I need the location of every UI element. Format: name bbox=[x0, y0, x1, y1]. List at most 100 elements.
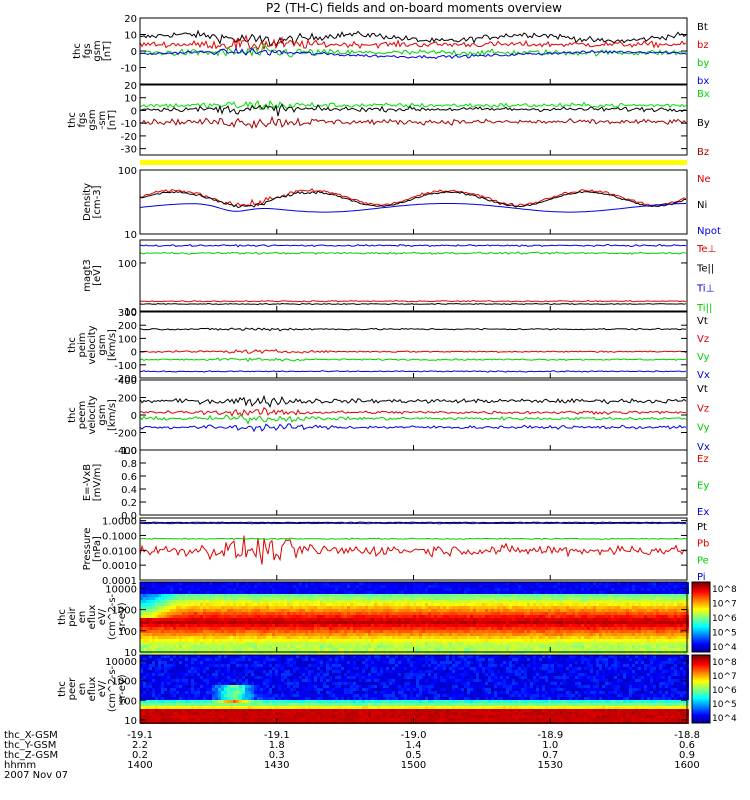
heatmap-cell bbox=[422, 588, 425, 591]
heatmap-cell bbox=[524, 600, 527, 603]
heatmap-cell bbox=[512, 636, 515, 639]
heatmap-cell bbox=[569, 591, 572, 594]
y-axis-label: E=-VxB bbox=[82, 464, 93, 501]
heatmap-cell bbox=[527, 642, 530, 645]
heatmap-cell bbox=[311, 615, 314, 618]
heatmap-cell bbox=[314, 603, 317, 606]
heatmap-cell bbox=[653, 627, 656, 630]
heatmap-cell bbox=[152, 636, 155, 639]
heatmap-cell bbox=[677, 633, 680, 636]
heatmap-cell bbox=[323, 639, 326, 642]
y-tick-label: 0.0001 bbox=[102, 576, 137, 587]
heatmap-cell bbox=[428, 636, 431, 639]
heatmap-cell bbox=[512, 633, 515, 636]
heatmap-cell bbox=[251, 591, 254, 594]
heatmap-cell bbox=[677, 597, 680, 600]
heatmap-cell bbox=[404, 582, 407, 585]
heatmap-cell bbox=[380, 588, 383, 591]
heatmap-cell bbox=[149, 718, 152, 721]
heatmap-cell bbox=[485, 612, 488, 615]
heatmap-cell bbox=[146, 682, 149, 685]
heatmap-cell bbox=[452, 597, 455, 600]
heatmap-cell bbox=[176, 661, 179, 664]
heatmap-cell bbox=[566, 600, 569, 603]
heatmap-cell bbox=[245, 603, 248, 606]
heatmap-cell bbox=[641, 603, 644, 606]
heatmap-cell bbox=[623, 603, 626, 606]
heatmap-cell bbox=[431, 630, 434, 633]
heatmap-cell bbox=[218, 615, 221, 618]
heatmap-cell bbox=[263, 648, 266, 651]
heatmap-cell bbox=[602, 612, 605, 615]
heatmap-cell bbox=[551, 630, 554, 633]
heatmap-cell bbox=[539, 639, 542, 642]
heatmap-cell bbox=[650, 597, 653, 600]
heatmap-cell bbox=[560, 597, 563, 600]
heatmap-cell bbox=[206, 645, 209, 648]
colorbar-segment bbox=[692, 650, 710, 653]
heatmap-cell bbox=[314, 585, 317, 588]
heatmap-cell bbox=[524, 585, 527, 588]
heatmap-cell bbox=[662, 618, 665, 621]
heatmap-cell bbox=[311, 591, 314, 594]
heatmap-cell bbox=[398, 618, 401, 621]
heatmap-cell bbox=[194, 582, 197, 585]
heatmap-cell bbox=[158, 588, 161, 591]
heatmap-cell bbox=[536, 618, 539, 621]
heatmap-cell bbox=[635, 585, 638, 588]
heatmap-cell bbox=[410, 624, 413, 627]
heatmap-cell bbox=[170, 718, 173, 721]
heatmap-cell bbox=[518, 648, 521, 651]
heatmap-cell bbox=[404, 588, 407, 591]
heatmap-cell bbox=[635, 642, 638, 645]
heatmap-cell bbox=[158, 627, 161, 630]
heatmap-cell bbox=[533, 606, 536, 609]
heatmap-cell bbox=[452, 603, 455, 606]
heatmap-cell bbox=[284, 630, 287, 633]
heatmap-cell bbox=[179, 588, 182, 591]
heatmap-cell bbox=[323, 588, 326, 591]
heatmap-cell bbox=[545, 618, 548, 621]
heatmap-cell bbox=[248, 606, 251, 609]
heatmap-cell bbox=[509, 597, 512, 600]
heatmap-cell bbox=[194, 612, 197, 615]
heatmap-cell bbox=[587, 627, 590, 630]
heatmap-cell bbox=[512, 594, 515, 597]
heatmap-cell bbox=[488, 609, 491, 612]
heatmap-cell bbox=[284, 648, 287, 651]
heatmap-cell bbox=[473, 585, 476, 588]
heatmap-cell bbox=[638, 606, 641, 609]
panel-frame bbox=[139, 517, 688, 581]
heatmap-cell bbox=[362, 642, 365, 645]
heatmap-cell bbox=[188, 648, 191, 651]
heatmap-cell bbox=[167, 712, 170, 715]
heatmap-cell bbox=[596, 624, 599, 627]
series-line-Bx bbox=[139, 100, 687, 111]
heatmap-cell bbox=[506, 609, 509, 612]
heatmap-cell bbox=[398, 630, 401, 633]
heatmap-cell bbox=[452, 582, 455, 585]
heatmap-cell bbox=[548, 591, 551, 594]
heatmap-cell bbox=[296, 621, 299, 624]
heatmap-cell bbox=[383, 603, 386, 606]
heatmap-cell bbox=[482, 636, 485, 639]
heatmap-cell bbox=[329, 582, 332, 585]
legend-entry: Vy bbox=[697, 352, 710, 363]
heatmap-cell bbox=[260, 642, 263, 645]
heatmap-cell bbox=[524, 645, 527, 648]
heatmap-cell bbox=[638, 639, 641, 642]
colorbar-segment bbox=[692, 645, 710, 648]
heatmap-cell bbox=[437, 588, 440, 591]
heatmap-cell bbox=[464, 591, 467, 594]
heatmap-cell bbox=[617, 609, 620, 612]
heatmap-cell bbox=[428, 600, 431, 603]
heatmap-cell bbox=[362, 645, 365, 648]
heatmap-cell bbox=[173, 618, 176, 621]
heatmap-cell bbox=[530, 585, 533, 588]
heatmap-cell bbox=[206, 603, 209, 606]
heatmap-cell bbox=[623, 591, 626, 594]
heatmap-cell bbox=[392, 621, 395, 624]
heatmap-cell bbox=[467, 582, 470, 585]
heatmap-cell bbox=[584, 621, 587, 624]
heatmap-cell bbox=[239, 639, 242, 642]
